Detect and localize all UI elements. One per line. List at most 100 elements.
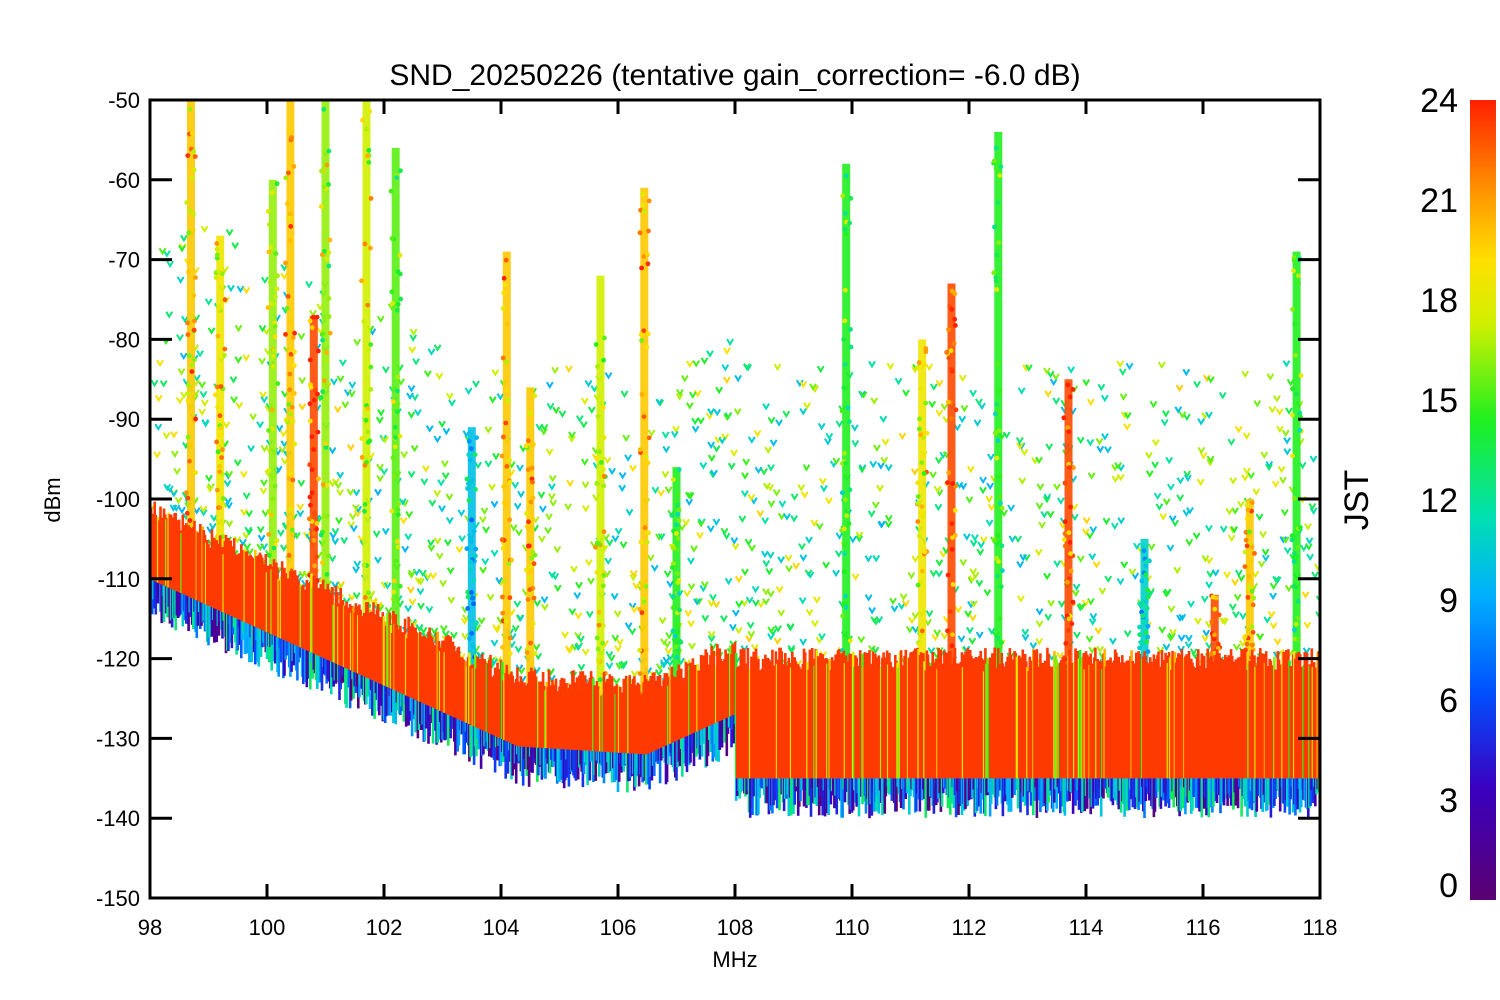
floor-fringe <box>564 749 567 781</box>
signal-point <box>398 296 403 302</box>
data-point <box>658 617 667 625</box>
data-point <box>871 646 880 655</box>
data-point <box>1076 555 1085 563</box>
data-point <box>625 508 634 517</box>
data-point <box>198 381 206 389</box>
data-point <box>966 465 975 474</box>
signal-point <box>391 399 396 404</box>
data-point <box>200 225 209 234</box>
data-point <box>979 486 987 495</box>
data-point <box>1017 442 1026 450</box>
data-point <box>1044 390 1053 398</box>
data-point <box>545 381 554 390</box>
data-point <box>1123 423 1131 431</box>
signal-point <box>993 411 998 417</box>
data-point <box>1094 627 1103 635</box>
data-point <box>165 485 174 493</box>
data-point <box>705 412 714 421</box>
signal-point <box>1139 609 1144 615</box>
data-point <box>568 608 577 616</box>
signal-point <box>639 265 644 271</box>
signal-point <box>1291 559 1297 565</box>
data-point <box>1056 651 1064 660</box>
data-point <box>825 432 834 441</box>
data-point <box>165 311 174 319</box>
signal-point <box>1291 258 1297 263</box>
signal-point <box>507 595 513 601</box>
data-point <box>822 561 830 570</box>
data-point <box>1120 411 1129 420</box>
signal-point <box>503 420 509 426</box>
data-point <box>881 438 890 447</box>
floor-fringe <box>296 645 299 681</box>
data-point <box>417 602 425 611</box>
data-point <box>1035 637 1044 646</box>
signal-point <box>390 301 395 306</box>
data-point <box>1153 492 1162 501</box>
signal-point <box>637 230 643 236</box>
data-point <box>773 363 782 372</box>
signal-point <box>1251 595 1257 601</box>
data-point <box>818 477 827 486</box>
data-point <box>1243 467 1251 476</box>
data-point <box>577 635 585 643</box>
signal-point <box>595 413 601 419</box>
signal-point <box>275 381 281 386</box>
signal-column <box>672 467 681 710</box>
data-point <box>767 416 776 425</box>
signal-point <box>1143 630 1149 635</box>
floor-fringe <box>594 751 598 781</box>
signal-point <box>1290 307 1295 312</box>
data-point <box>666 580 675 588</box>
data-point <box>868 645 876 653</box>
signal-point <box>670 561 676 566</box>
data-point <box>620 660 628 668</box>
data-point <box>495 577 504 585</box>
signal-point <box>362 463 368 468</box>
data-point <box>985 519 994 527</box>
data-point <box>577 663 586 672</box>
data-point <box>1218 616 1227 625</box>
floor-fringe <box>979 778 982 814</box>
data-point <box>539 505 547 514</box>
signal-point <box>1249 588 1255 594</box>
data-point <box>691 417 699 426</box>
data-point <box>1036 483 1045 491</box>
signal-point <box>314 526 319 532</box>
data-point <box>445 516 454 525</box>
signal-point <box>184 490 189 496</box>
data-point <box>548 474 557 483</box>
signal-point <box>359 455 365 460</box>
data-point <box>700 581 709 589</box>
signal-point <box>326 263 332 269</box>
data-point <box>975 631 984 639</box>
data-point <box>1021 633 1030 642</box>
signal-point <box>311 531 317 536</box>
signal-point <box>992 224 997 230</box>
signal-point <box>601 483 607 489</box>
signal-point <box>466 452 472 458</box>
signal-point <box>217 469 223 475</box>
data-point <box>824 438 832 446</box>
data-point <box>433 489 442 498</box>
data-point <box>816 365 825 374</box>
data-point <box>687 620 695 628</box>
data-point <box>1098 587 1107 596</box>
data-point <box>340 536 349 545</box>
floor-fringe <box>857 778 861 817</box>
signal-column <box>1245 499 1254 715</box>
signal-point <box>1295 544 1301 550</box>
data-point <box>1309 455 1318 463</box>
signal-point <box>292 391 297 396</box>
signal-point <box>184 200 190 205</box>
data-point <box>1218 391 1227 400</box>
data-point <box>239 470 248 479</box>
signal-point <box>500 610 506 616</box>
data-point <box>1241 474 1249 482</box>
data-point <box>604 557 613 566</box>
data-point <box>433 435 442 444</box>
data-point <box>647 429 656 437</box>
data-point <box>150 379 159 388</box>
signal-point <box>220 496 226 501</box>
signal-point <box>214 252 220 258</box>
